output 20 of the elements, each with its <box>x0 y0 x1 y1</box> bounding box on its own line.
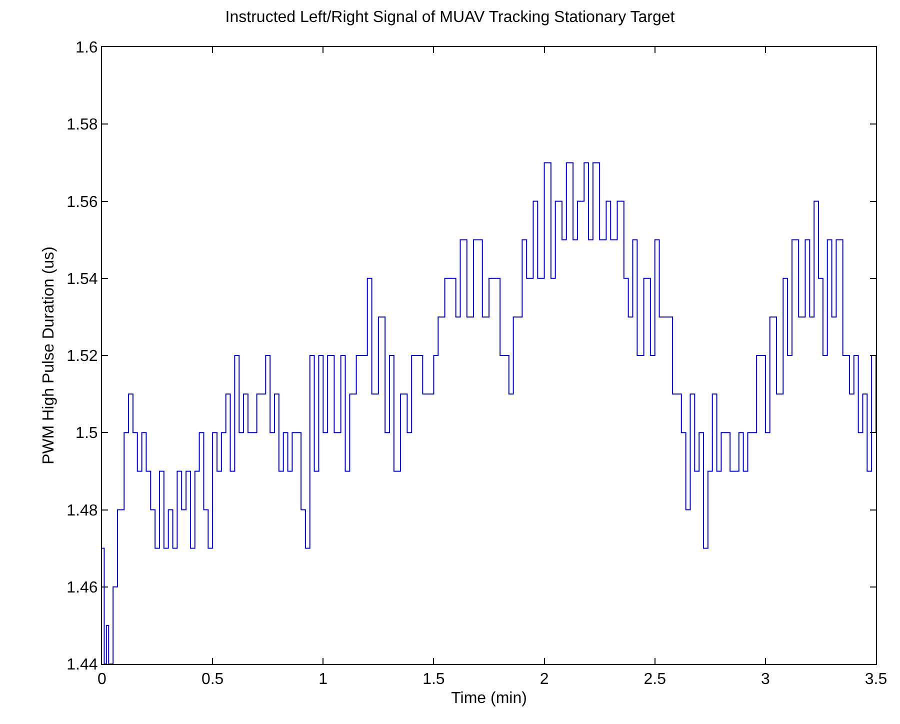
x-tick-label: 3.5 <box>864 671 888 688</box>
y-tick-label: 1.5 <box>76 425 98 442</box>
y-axis-title: PWM High Pulse Duration (us) <box>40 246 58 464</box>
x-axis-title: Time (min) <box>451 690 527 707</box>
x-tick-label: 2 <box>540 671 549 688</box>
chart-title: Instructed Left/Right Signal of MUAV Tracking Stationary Target <box>225 9 676 26</box>
x-tick-label: 0.5 <box>201 671 224 688</box>
y-tick-label: 1.46 <box>66 579 98 596</box>
x-tick-label: 0 <box>98 671 107 688</box>
x-tick-label: 1 <box>318 671 328 688</box>
x-tick-label: 1.5 <box>422 671 445 688</box>
x-tick-label: 2.5 <box>644 671 666 688</box>
y-tick-label: 1.6 <box>76 40 98 57</box>
y-tick-label: 1.54 <box>66 270 98 288</box>
y-tick-label: 1.44 <box>66 656 98 674</box>
y-tick-label: 1.58 <box>66 116 98 134</box>
y-tick-label: 1.48 <box>66 502 98 520</box>
y-tick-label: 1.56 <box>66 194 98 211</box>
y-tick-label: 1.52 <box>66 348 98 366</box>
x-tick-label: 3 <box>760 671 770 688</box>
